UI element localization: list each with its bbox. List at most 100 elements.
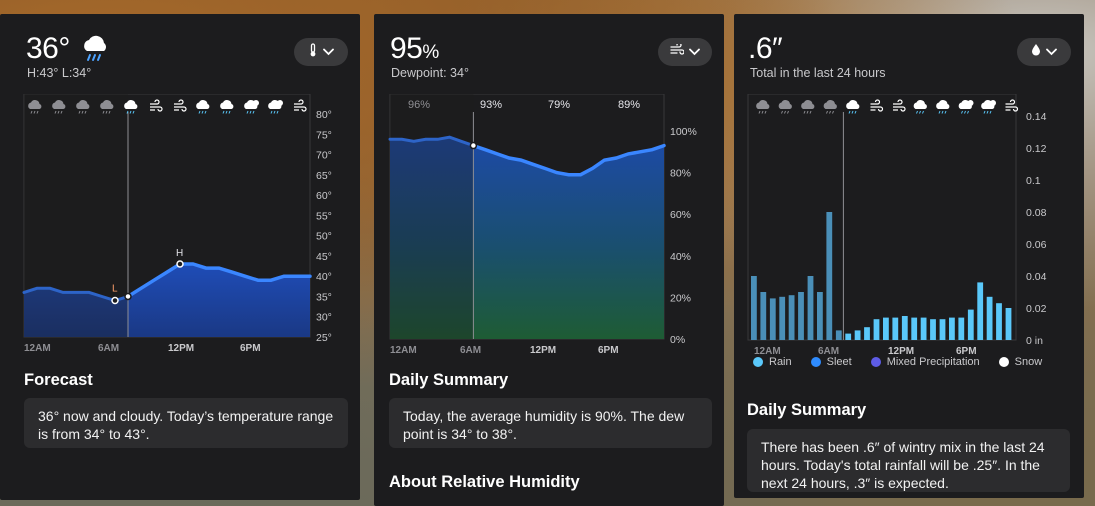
cloud-sleet-icon: [76, 100, 90, 114]
forecast-title: Forecast: [24, 371, 93, 389]
y-tick-label: 60°: [316, 190, 332, 202]
precipitation-bar: [920, 317, 927, 340]
legend-swatch: [753, 357, 763, 367]
legend-item: Sleet: [810, 356, 852, 368]
cloud-sleet-icon: [801, 100, 815, 114]
thermometer-icon: [308, 42, 318, 62]
y-tick-label: 80%: [670, 168, 691, 180]
legend-item: Snow: [998, 356, 1043, 368]
now-marker: [469, 141, 478, 150]
precipitation-legend: Rain Sleet Mixed Precipitation Snow: [753, 356, 1061, 368]
precipitation-bar: [760, 292, 767, 340]
y-tick-label: 0.12: [1026, 143, 1047, 155]
cloud-sun-rain-icon: [268, 100, 283, 114]
high-low-text: H:43° L:34°: [27, 66, 92, 80]
precipitation-caption: Total in the last 24 hours: [750, 66, 886, 80]
wind-icon: [893, 99, 906, 112]
precipitation-bar: [901, 316, 908, 340]
cloud-rain-icon: [124, 100, 138, 114]
y-tick-label: 35°: [316, 291, 332, 303]
raindrop-icon: [1031, 43, 1041, 61]
legend-label: Snow: [1014, 356, 1043, 368]
temperature-line-past: [22, 286, 130, 303]
precipitation-panel: .6″ Total in the last 24 hours 0.14 0.12 0…: [734, 14, 1084, 498]
y-tick-label: 55°: [316, 210, 332, 222]
cloud-rain-icon: [846, 100, 860, 114]
low-marker-label: L: [112, 284, 118, 295]
cloud-sun-rain-icon: [981, 100, 996, 114]
legend-item: Mixed Precipitation: [870, 356, 980, 368]
hourly-humidity-label: 96%: [408, 99, 430, 111]
y-tick-label: 30°: [316, 312, 332, 324]
temperature-area: [24, 264, 310, 337]
y-tick-label: 0%: [670, 334, 685, 346]
precipitation-bar: [751, 276, 757, 340]
humidity-panel: 95% Dewpoint: 34° 100% 80% 60% 40% 20% 0% 96% 9…: [374, 14, 724, 506]
daily-summary-title: Daily Summary: [389, 371, 509, 389]
precipitation-bar: [817, 292, 823, 340]
precipitation-bar: [911, 317, 918, 340]
metric-selector-button[interactable]: [658, 38, 712, 66]
precipitation-bar: [845, 333, 852, 340]
x-tick-label: 12AM: [24, 343, 51, 354]
precipitation-bar: [864, 327, 870, 340]
cloud-rain-icon: [913, 100, 927, 114]
low-marker: [111, 296, 119, 305]
precipitation-bar: [835, 330, 842, 340]
cloud-sleet-icon: [778, 100, 792, 114]
x-tick-label: 12AM: [390, 345, 417, 356]
precipitation-bar: [930, 319, 936, 340]
humidity-chart[interactable]: 100% 80% 60% 40% 20% 0% 96% 93% 79% 89% 12AM 6AM 12P…: [388, 94, 718, 364]
precipitation-bar: [873, 319, 880, 340]
temperature-line-future: [126, 262, 312, 299]
x-tick-label: 6PM: [598, 345, 619, 356]
cloud-rain-icon: [196, 100, 210, 114]
x-tick-label: 12PM: [888, 346, 914, 356]
cloud-sleet-icon: [756, 100, 770, 114]
precipitation-bar: [1005, 308, 1012, 340]
precipitation-bar: [949, 317, 955, 340]
high-marker-label: H: [176, 248, 183, 259]
cloud-sun-rain-icon: [958, 100, 974, 114]
cloud-sun-rain-icon: [244, 100, 259, 114]
humidity-line-future: [471, 143, 666, 177]
chevron-down-icon: [1046, 43, 1057, 61]
wind-icon: [870, 99, 884, 112]
about-humidity-link[interactable]: About Relative Humidity: [389, 473, 580, 491]
humidity-area: [390, 137, 664, 339]
cloud-sleet-icon: [28, 100, 42, 114]
forecast-summary: 36° now and cloudy. Today’s temperature …: [24, 398, 348, 448]
hourly-humidity-label: 89%: [618, 99, 640, 111]
x-tick-label: 6PM: [956, 346, 977, 356]
chart-frame: [747, 94, 1017, 341]
y-tick-label: 75°: [316, 129, 332, 141]
precipitation-chart[interactable]: 0.14 0.12 0.1 0.08 0.06 0.04 0.02 0 in 12AM 6AM 12…: [746, 94, 1076, 356]
metric-selector-button[interactable]: [1017, 38, 1071, 66]
y-tick-label: 65°: [316, 170, 332, 182]
y-tick-label: 40°: [316, 271, 332, 283]
precipitation-bar: [939, 319, 946, 340]
y-tick-label: 25°: [316, 332, 332, 344]
y-tick-label: 0.1: [1026, 175, 1041, 187]
y-tick-label: 60%: [670, 209, 691, 221]
x-tick-label: 12AM: [754, 346, 781, 356]
now-marker: [124, 292, 132, 301]
humidity-icon: [670, 42, 685, 61]
y-tick-label: 0.08: [1026, 207, 1047, 219]
humidity-unit: %: [422, 42, 439, 63]
temperature-chart[interactable]: 80° 75° 70° 65° 60° 55° 50° 45° 40° 35° 30° 25° L H 12…: [22, 94, 352, 364]
daily-summary-title: Daily Summary: [747, 401, 867, 419]
metric-selector-button[interactable]: [294, 38, 348, 66]
precipitation-bar: [883, 317, 889, 340]
cloud-sleet-icon: [823, 100, 837, 114]
precipitation-bar: [977, 282, 984, 340]
cloud-rain-icon: [80, 34, 110, 69]
chevron-down-icon: [323, 43, 334, 61]
y-tick-label: 0.06: [1026, 239, 1047, 251]
precipitation-bar: [986, 296, 993, 340]
humidity-value: 95: [390, 32, 423, 65]
y-tick-label: 0.14: [1026, 111, 1047, 123]
legend-swatch: [810, 357, 821, 367]
legend-label: Rain: [769, 356, 792, 368]
y-tick-label: 0.04: [1026, 271, 1047, 283]
